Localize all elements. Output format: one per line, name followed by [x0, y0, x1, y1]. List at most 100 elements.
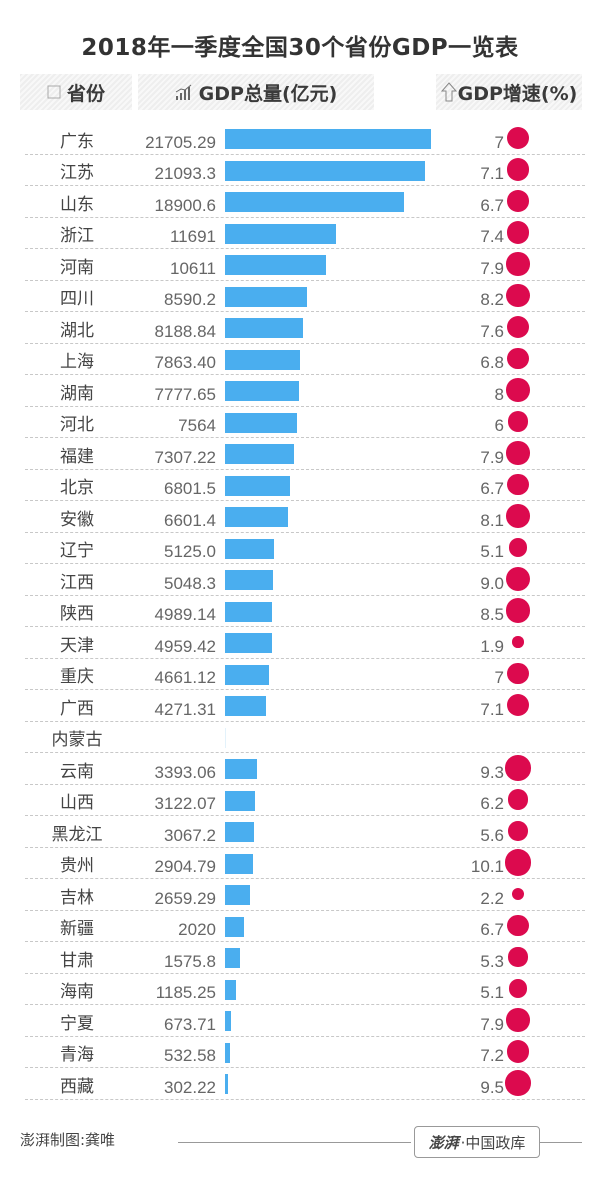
- growth-bubble: [505, 755, 531, 781]
- gdp-bar: [225, 255, 326, 275]
- growth-value: 8: [494, 384, 504, 404]
- row-divider: [25, 752, 585, 753]
- row-divider: [25, 626, 585, 627]
- gdp-value: 3067.2: [164, 825, 216, 845]
- growth-bubble: [507, 347, 529, 370]
- table-row: 吉林 2659.29 2.2: [0, 879, 600, 911]
- table-row: 青海 532.58 7.2: [0, 1037, 600, 1068]
- gdp-bar: [225, 759, 258, 779]
- table-row: 河北 7564 6: [0, 407, 600, 438]
- row-divider: [25, 153, 585, 155]
- gdp-value: 8590.2: [164, 290, 216, 309]
- province-name: 海南: [60, 982, 94, 1002]
- growth-bubble: [506, 693, 530, 717]
- growth-value: 2.2: [480, 888, 504, 908]
- gdp-bar: [225, 1074, 228, 1094]
- gdp-bar: [225, 696, 266, 716]
- growth-value: 8.2: [480, 290, 504, 309]
- province-name: 广东: [60, 131, 94, 152]
- gdp-value: 673.71: [164, 1014, 216, 1034]
- header-province: 省份: [20, 74, 132, 110]
- table-row: 上海 7863.40 6.8: [0, 344, 600, 375]
- row-divider: [25, 437, 585, 438]
- growth-value: 9.5: [480, 1077, 504, 1097]
- province-name: 河南: [60, 257, 94, 278]
- up-arrow-icon: [440, 82, 457, 102]
- table-row: 福建 7307.22 7.9: [0, 438, 600, 470]
- checkbox-square-icon: [47, 85, 61, 99]
- table-row: 新疆 2020 6.7: [0, 911, 600, 942]
- province-name: 贵州: [60, 856, 94, 876]
- gdp-bar: [225, 570, 273, 590]
- gdp-value: 11691: [169, 227, 216, 246]
- growth-value: 7.9: [480, 258, 504, 278]
- province-name: 上海: [60, 352, 94, 372]
- table-row: 黑龙江 3067.2 5.6: [0, 816, 600, 848]
- bar-chart-icon: [175, 83, 193, 101]
- row-divider: [25, 783, 585, 785]
- row-divider: [25, 563, 585, 564]
- gdp-bar: [225, 538, 274, 559]
- growth-value: 9.0: [480, 573, 504, 593]
- gdp-value: 2659.29: [154, 888, 216, 908]
- table-row: 重庆 4661.12 7: [0, 659, 600, 690]
- table-row: 浙江 11691 7.4: [0, 218, 600, 249]
- row-divider: [25, 1067, 585, 1068]
- growth-bubble: [506, 1040, 530, 1063]
- growth-bubble: [511, 887, 525, 901]
- table-row: 四川 8590.2 8.2: [0, 281, 600, 312]
- gdp-value: 2020: [178, 920, 216, 939]
- table-row: 贵州 2904.79 10.1: [0, 848, 600, 879]
- province-name: 湖北: [60, 320, 94, 341]
- gdp-value: 3122.07: [154, 794, 216, 813]
- growth-bubble: [506, 504, 530, 528]
- gdp-bar: [225, 633, 273, 653]
- gdp-bar: [225, 318, 303, 338]
- row-divider: [25, 1098, 585, 1100]
- row-divider: [25, 468, 585, 470]
- header-growth: GDP增速(%): [436, 74, 582, 110]
- growth-value: 7.6: [480, 321, 504, 341]
- table-row: 湖南 7777.65 8: [0, 375, 600, 407]
- row-divider: [25, 185, 585, 186]
- gdp-bar: [225, 381, 299, 401]
- table-row: 北京 6801.5 6.7: [0, 470, 600, 501]
- growth-bubble: [507, 662, 529, 685]
- header-growth-label: GDP增速(%): [457, 82, 578, 105]
- table-row: 广西 4271.31 7.1: [0, 690, 600, 722]
- growth-bubble: [508, 821, 528, 841]
- gdp-value: 7863.40: [154, 353, 216, 372]
- gdp-value: 8188.84: [154, 321, 216, 341]
- row-divider: [25, 1035, 585, 1037]
- row-divider: [25, 878, 585, 879]
- province-name: 辽宁: [60, 541, 94, 561]
- growth-bubble: [512, 636, 524, 648]
- gdp-bar: [225, 349, 300, 370]
- gdp-bar: [225, 444, 295, 464]
- row-divider: [25, 248, 585, 249]
- gdp-value: 1575.8: [164, 951, 216, 971]
- growth-value: 7.1: [480, 699, 504, 719]
- footer-divider-right: [540, 1142, 582, 1143]
- province-name: 吉林: [60, 887, 94, 908]
- gdp-bar: [225, 223, 336, 244]
- chart-title: 2018年一季度全国30个省份GDP一览表: [81, 35, 519, 61]
- gdp-value: 2904.79: [154, 857, 216, 876]
- table-row: 江西 5048.3 9.0: [0, 564, 600, 596]
- gdp-value: 18900.6: [154, 195, 216, 215]
- growth-value: 5.6: [480, 825, 504, 845]
- province-name: 黑龙江: [51, 824, 103, 845]
- growth-value: 7.9: [480, 1014, 504, 1034]
- growth-value: 6.7: [480, 479, 504, 498]
- row-divider: [25, 500, 585, 501]
- province-name: 重庆: [60, 667, 94, 687]
- gdp-value: 4959.42: [154, 636, 216, 656]
- table-row: 江苏 21093.3 7.1: [0, 155, 600, 186]
- table-row: 宁夏 673.71 7.9: [0, 1005, 600, 1037]
- gdp-bar: [225, 916, 245, 937]
- growth-value: 7.9: [480, 447, 504, 467]
- table-row: 河南 10611 7.9: [0, 249, 600, 281]
- province-name: 宁夏: [60, 1013, 94, 1034]
- growth-value: 8.1: [480, 510, 504, 530]
- growth-bubble: [506, 283, 530, 308]
